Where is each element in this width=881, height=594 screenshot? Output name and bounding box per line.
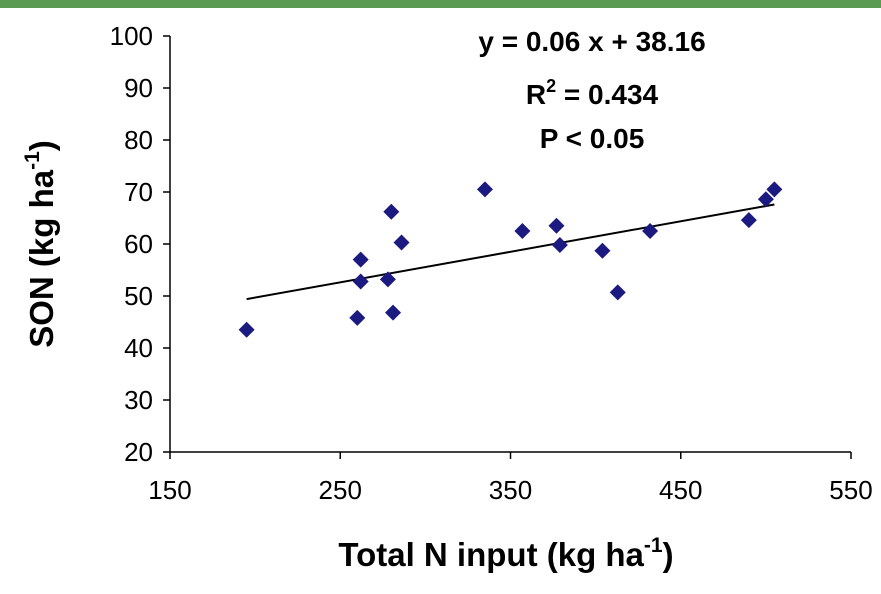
data-point: [476, 181, 493, 198]
data-point: [379, 271, 396, 288]
data-point: [393, 234, 410, 251]
data-point: [385, 304, 402, 321]
data-point: [642, 223, 659, 239]
data-point: [352, 273, 369, 290]
x-axis-title-close: ): [663, 536, 674, 573]
x-axis-title-main: Total N input (kg ha: [338, 536, 644, 573]
data-point: [548, 217, 565, 234]
r-squared-value: = 0.434: [556, 79, 658, 110]
data-point: [238, 321, 255, 338]
y-axis-ticks: 20 30 40 50 60 70 80 90 100: [110, 21, 170, 467]
y-tick-label: 30: [124, 385, 153, 415]
x-tick-label: 550: [829, 475, 872, 505]
data-point: [383, 203, 400, 220]
y-tick-label: 90: [124, 73, 153, 103]
y-tick-label: 70: [124, 177, 153, 207]
y-axis-title: SON (kg ha-1): [21, 140, 60, 348]
top-accent-bar: [0, 0, 881, 8]
y-axis-title-close: ): [23, 140, 60, 151]
data-point: [551, 237, 568, 254]
x-tick-label: 150: [148, 475, 191, 505]
y-tick-label: 80: [124, 125, 153, 155]
data-point: [349, 309, 366, 326]
data-points: [238, 181, 783, 338]
x-tick-label: 450: [659, 475, 702, 505]
y-tick-label: 50: [124, 281, 153, 311]
r-squared-label: R2 = 0.434: [526, 76, 659, 110]
regression-equation: y = 0.06 x + 38.16: [478, 26, 705, 57]
data-point: [514, 223, 531, 239]
data-point: [766, 181, 783, 198]
data-point: [594, 242, 611, 259]
y-axis-title-superscript: -1: [21, 151, 44, 170]
y-axis-title-main: SON (kg ha: [23, 169, 60, 348]
data-point: [352, 251, 369, 268]
y-tick-label: 20: [124, 437, 153, 467]
p-value-label: P < 0.05: [540, 123, 645, 154]
y-tick-label: 100: [110, 21, 153, 51]
r-squared-superscript: 2: [546, 76, 556, 96]
x-axis-title: Total N input (kg ha-1): [338, 534, 673, 573]
x-tick-label: 250: [319, 475, 362, 505]
data-point: [740, 212, 757, 229]
trendline: [246, 203, 775, 301]
y-tick-label: 40: [124, 333, 153, 363]
data-point: [609, 284, 626, 301]
data-point: [757, 191, 774, 208]
x-axis-title-superscript: -1: [644, 534, 663, 557]
x-tick-label: 350: [489, 475, 532, 505]
r-squared-prefix: R: [526, 79, 546, 110]
x-axis-ticks: 150 250 350 450 550: [148, 452, 873, 505]
y-tick-label: 60: [124, 229, 153, 259]
